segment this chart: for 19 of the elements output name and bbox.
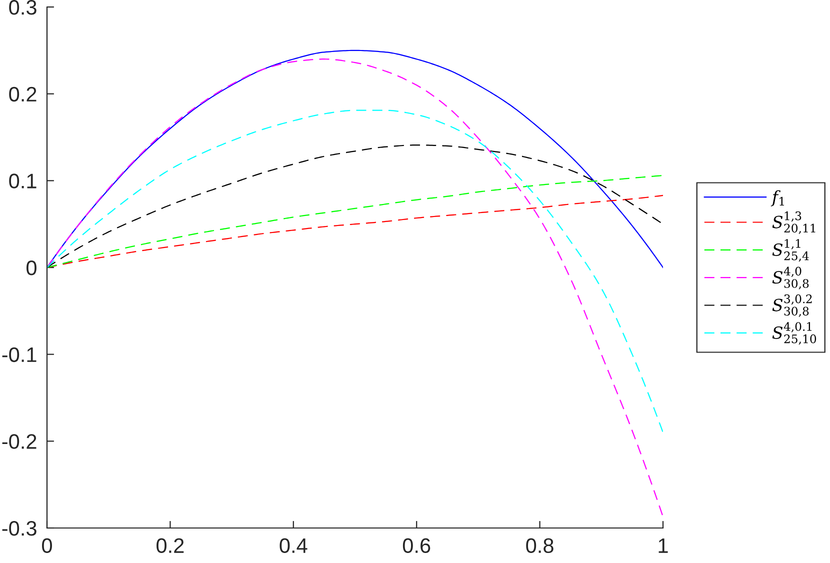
legend-label: S$^{3,0.2}$$_{30,8}$ <box>772 294 812 317</box>
y-tick-label: 0.1 <box>9 174 36 188</box>
y-tick-label: 0.2 <box>9 86 36 102</box>
x-tick-label: 1 <box>658 538 668 553</box>
y-tick-label: 0.3 <box>9 0 36 15</box>
legend-label: f$_{1}$ <box>770 190 784 206</box>
x-tick-label: 0.6 <box>402 538 430 554</box>
y-tick-label: -0.2 <box>2 434 36 449</box>
x-tick-label: 0.2 <box>156 538 184 554</box>
legend-label: S$^{1,3}$$_{20,11}$ <box>772 211 816 234</box>
legend-label: S$^{4,0.1}$$_{25,10}$ <box>772 322 816 345</box>
legend-label: S$^{4,0}$$_{30,8}$ <box>772 266 809 290</box>
x-tick-label: 0.4 <box>280 538 308 554</box>
x-tick-label: 0.8 <box>526 538 554 554</box>
y-tick-label: -0.3 <box>2 521 36 536</box>
y-tick-label: 0 <box>26 260 36 276</box>
legend-label: S$^{1,1}$$_{25,4}$ <box>772 239 809 262</box>
x-tick-label: 0 <box>42 538 52 554</box>
y-tick-label: -0.1 <box>2 347 36 362</box>
